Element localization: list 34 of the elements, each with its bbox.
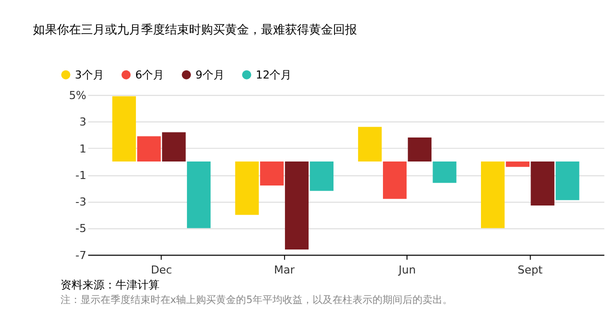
legend-label: 9个月 bbox=[196, 68, 224, 82]
bar bbox=[432, 162, 456, 183]
bar bbox=[162, 132, 186, 162]
y-tick-label: -7 bbox=[75, 248, 86, 262]
x-tick-label: Sept bbox=[518, 264, 544, 277]
x-tick-label: Jun bbox=[398, 264, 416, 277]
y-tick-label: -5 bbox=[75, 222, 86, 236]
bar bbox=[112, 96, 136, 162]
bar bbox=[408, 138, 432, 162]
text: 资料来源：牛津计算 bbox=[60, 278, 160, 292]
bar bbox=[284, 162, 309, 250]
bar bbox=[235, 162, 259, 215]
bar bbox=[186, 162, 211, 228]
chart-title: 如果你在三月或九月季度结束时购买黄金，最难获得黄金回报 bbox=[32, 22, 357, 37]
y-tick-label: 5% bbox=[68, 89, 86, 102]
legend-label: 12个月 bbox=[256, 68, 292, 82]
bar bbox=[137, 136, 161, 162]
x-tick-label: Dec bbox=[150, 264, 172, 277]
text: 注：显示在季度结束时在x轴上购买黄金的5年平均收益，以及在柱表示的期间后的卖出。 bbox=[60, 294, 453, 306]
y-tick-label: -3 bbox=[75, 196, 86, 209]
bar bbox=[480, 162, 505, 228]
bar bbox=[530, 162, 554, 206]
bar bbox=[556, 162, 580, 200]
legend-label: 3个月 bbox=[74, 68, 104, 82]
y-tick-label: 1 bbox=[79, 142, 86, 156]
legend-label: 6个月 bbox=[135, 68, 164, 82]
y-tick-label: 3 bbox=[79, 116, 86, 129]
bar bbox=[506, 162, 530, 167]
bar bbox=[310, 162, 334, 191]
bar bbox=[382, 162, 407, 199]
bar bbox=[358, 126, 382, 162]
y-tick-label: -1 bbox=[75, 168, 86, 182]
bar bbox=[260, 162, 284, 186]
x-tick-label: Mar bbox=[274, 264, 296, 277]
